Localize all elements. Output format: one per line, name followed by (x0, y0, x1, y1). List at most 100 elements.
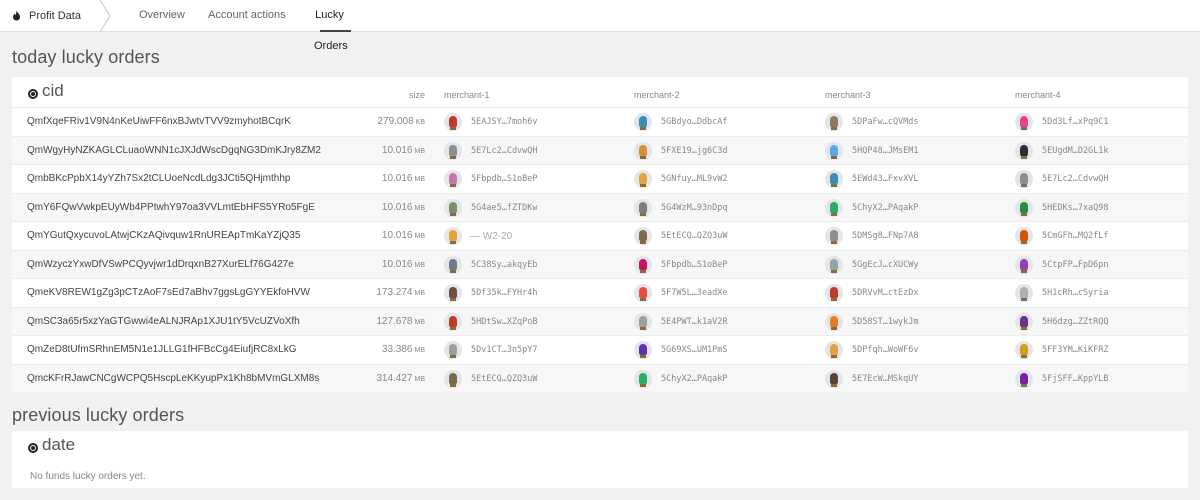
cid-cell[interactable]: QmWgyHyNZKAGLCLuaoWNN1cJXJdWscDgqNG3DmKJ… (27, 144, 321, 156)
table-row[interactable]: QmfXqeFRiv1V9N4nKeUiwFF6nxBJwtvTVV9zmyho… (12, 107, 1188, 136)
cid-cell[interactable]: QmbBKcPpbX14yYZh7Sx2tCLUoeNcdLdg3JCti5QH… (27, 173, 291, 184)
merchant-2-cell[interactable]: 5GNfuy…ML9vW2 (634, 169, 728, 189)
cid-cell[interactable]: QmWzyczYxwDfVSwPCQyvjwr1dDrqxnB27XurELf7… (27, 258, 294, 270)
cid-cell[interactable]: QmYGutQxycuvoLAtwjCKzAQivquw1RnUREApTmKa… (27, 230, 301, 241)
merchant-avatar-icon (825, 369, 843, 388)
size-unit: MB (414, 176, 426, 183)
tab-overview[interactable]: Overview (139, 9, 185, 21)
table-row[interactable]: QmWzyczYxwDfVSwPCQyvjwr1dDrqxnB27XurELf7… (12, 249, 1188, 278)
table-row[interactable]: QmbBKcPpbX14yYZh7Sx2tCLUoeNcdLdg3JCti5QH… (12, 164, 1188, 193)
brand-label: Profit Data (29, 10, 81, 22)
merchant-address: 5H1cRh…cSyria (1042, 288, 1109, 298)
cid-cell[interactable]: QmcKFrRJawCNCgWCPQ5HscpLeKKyupPx1Kh8bMVm… (27, 372, 320, 384)
merchant-address: 5FF3YM…KiKFRZ (1042, 345, 1109, 355)
merchant-3-cell[interactable]: 5D58ST…1wykJm (825, 312, 919, 332)
merchant-avatar-icon (1015, 227, 1033, 245)
merchant-address: 5FXE19…jg6C3d (661, 145, 728, 156)
merchant-1-cell[interactable]: 5C38Sy…akqyEb (444, 255, 538, 275)
column-header-merchant-2: merchant-2 (634, 90, 680, 100)
merchant-3-cell[interactable]: 5DPaFw…cQVMds (825, 112, 919, 132)
previous-section-title: previous lucky orders (12, 405, 185, 425)
merchant-avatar-icon (825, 198, 843, 217)
merchant-address: 5DPfqh…WoWF6v (852, 345, 919, 355)
merchant-avatar-icon (1015, 284, 1033, 302)
merchant-1-cell[interactable]: 5Df35k…FYHr4h (444, 283, 538, 303)
merchant-4-cell[interactable]: 5EUgdM…D2GL1k (1015, 141, 1109, 161)
merchant-2-cell[interactable]: 5G4WzM…93nDpq (634, 198, 728, 218)
table-row[interactable]: QmSC3a65r5xzYaGTGwwi4eALNJRAp1XJU1tY5VcU… (12, 306, 1188, 335)
merchant-avatar-icon (1015, 312, 1033, 331)
merchant-4-cell[interactable]: 5E7Lc2…CdvwQH (1015, 169, 1109, 189)
merchant-4-cell[interactable]: 5H1cRh…cSyria (1015, 283, 1109, 303)
merchant-2-cell[interactable]: 5EtECQ…QZQ3uW (634, 226, 728, 246)
cid-cell[interactable]: QmeKV8REW1gZg3pCTzAoF7sEd7aBhv7ggsLgGYYE… (27, 287, 310, 298)
merchant-2-cell[interactable]: 5E4PWT…k1aV2R (634, 312, 728, 332)
table-row[interactable]: QmYGutQxycuvoLAtwjCKzAQivquw1RnUREApTmKa… (12, 221, 1188, 250)
merchant-avatar-icon (634, 255, 652, 274)
merchant-1-cell[interactable]: 5G4ae5…fZTDKw (444, 198, 538, 218)
merchant-3-cell[interactable]: 5GgEcJ…cXUCWy (825, 255, 919, 275)
merchant-avatar-icon (634, 113, 652, 131)
merchant-2-cell[interactable]: 5Fbpdb…S1oBeP (634, 255, 728, 275)
merchant-1-cell[interactable]: 5Dv1CT…3n5pY7 (444, 340, 538, 360)
cid-cell[interactable]: QmfXqeFRiv1V9N4nKeUiwFF6nxBJwtvTVV9zmyho… (27, 116, 291, 127)
merchant-3-cell[interactable]: 5HQP48…JMsEM1 (825, 141, 919, 161)
table-row[interactable]: QmWgyHyNZKAGLCLuaoWNN1cJXJdWscDgqNG3DmKJ… (12, 135, 1188, 164)
merchant-4-cell[interactable]: 5Dd3Lf…xPq9C1 (1015, 112, 1109, 132)
merchant-1-cell[interactable]: 5Fbpdb…S1oBeP (444, 169, 538, 189)
size-unit: MB (414, 261, 426, 269)
merchant-address: 5CtpFP…FpD6pn (1042, 259, 1109, 270)
table-row[interactable]: QmeKV8REW1gZg3pCTzAoF7sEd7aBhv7ggsLgGYYE… (12, 278, 1188, 307)
merchant-4-cell[interactable]: 5HEDKs…7xaQ98 (1015, 198, 1109, 218)
merchant-2-cell[interactable]: 5G69XS…UM1PmS (634, 340, 728, 360)
merchant-address: 5E7EcW…MSkqUY (852, 373, 919, 384)
merchant-address: 5G4WzM…93nDpq (661, 202, 728, 213)
merchant-3-cell[interactable]: 5DRVvM…ctEzDx (825, 283, 919, 303)
merchant-1-cell[interactable]: 5EAJSY…7moh6v (444, 112, 538, 132)
tab-account-actions[interactable]: Account actions (208, 9, 286, 21)
merchant-1-cell[interactable]: 5HDtSw…XZqPoB (444, 312, 538, 332)
size-unit: MB (414, 147, 426, 155)
size-cell: 10.016 MB (382, 230, 425, 241)
tab-lucky-orders[interactable]: Lucky Orders (314, 0, 351, 52)
size-unit: MB (414, 290, 426, 297)
merchant-address: 5E4PWT…k1aV2R (661, 316, 728, 327)
size-value: 314.427 (376, 372, 413, 384)
merchant-4-cell[interactable]: 5H6dzg…ZZtRQQ (1015, 312, 1109, 332)
merchant-address: 5CmGFh…MQ2fLf (1042, 231, 1109, 241)
merchant-address: 5HQP48…JMsEM1 (852, 145, 919, 156)
merchant-avatar-icon (825, 284, 843, 302)
size-value: 10.016 (381, 230, 413, 241)
table-row[interactable]: QmZeD8tUfmSRhnEM5N1e1JLLG1fHFBcCg4EiufjR… (12, 335, 1188, 364)
table-row[interactable]: QmcKFrRJawCNCgWCPQ5HscpLeKKyupPx1Kh8bMVm… (12, 363, 1188, 392)
merchant-3-cell[interactable]: 5DMSg8…FNp7A8 (825, 226, 919, 246)
merchant-1-cell[interactable]: 5EtECQ…QZQ3uW (444, 369, 538, 389)
merchant-1-cell[interactable]: — W2-20 (444, 226, 512, 246)
merchant-avatar-icon (444, 284, 462, 302)
merchant-4-cell[interactable]: 5FF3YM…KiKFRZ (1015, 340, 1109, 360)
brand[interactable]: Profit Data (0, 0, 110, 32)
merchant-address: 5GNfuy…ML9vW2 (661, 174, 728, 184)
merchant-3-cell[interactable]: 5ChyX2…PAqakP (825, 198, 919, 218)
merchant-2-cell[interactable]: 5ChyX2…PAqakP (634, 369, 728, 389)
merchant-3-cell[interactable]: 5E7EcW…MSkqUY (825, 369, 919, 389)
merchant-2-cell[interactable]: 5F7W5L…3eadXe (634, 283, 728, 303)
merchant-address: 5H6dzg…ZZtRQQ (1042, 316, 1109, 327)
merchant-4-cell[interactable]: 5FjSFF…KppYLB (1015, 369, 1109, 389)
merchant-3-cell[interactable]: 5EWd43…FxvXVL (825, 169, 919, 189)
merchant-address: 5EtECQ…QZQ3uW (661, 231, 728, 241)
merchant-address: 5Df35k…FYHr4h (471, 288, 538, 298)
merchant-2-cell[interactable]: 5GBdyo…DdbcAf (634, 112, 728, 132)
merchant-avatar-icon (634, 141, 652, 160)
merchant-avatar-icon (1015, 170, 1033, 188)
merchant-1-cell[interactable]: 5E7Lc2…CdvwQH (444, 141, 538, 161)
merchant-3-cell[interactable]: 5DPfqh…WoWF6v (825, 340, 919, 360)
cid-cell[interactable]: QmSC3a65r5xzYaGTGwwi4eALNJRAp1XJU1tY5VcU… (27, 315, 300, 327)
cid-cell[interactable]: QmZeD8tUfmSRhnEM5N1e1JLLG1fHFBcCg4EiufjR… (27, 344, 297, 355)
cid-cell[interactable]: QmY6FQwVwkpEUyWb4PPtwhY97oa3VVLmtEbHFS5Y… (27, 201, 315, 213)
merchant-2-cell[interactable]: 5FXE19…jg6C3d (634, 141, 728, 161)
merchant-4-cell[interactable]: 5CtpFP…FpD6pn (1015, 255, 1109, 275)
table-row[interactable]: QmY6FQwVwkpEUyWb4PPtwhY97oa3VVLmtEbHFS5Y… (12, 192, 1188, 221)
merchant-address: 5C38Sy…akqyEb (471, 259, 538, 270)
merchant-4-cell[interactable]: 5CmGFh…MQ2fLf (1015, 226, 1109, 246)
